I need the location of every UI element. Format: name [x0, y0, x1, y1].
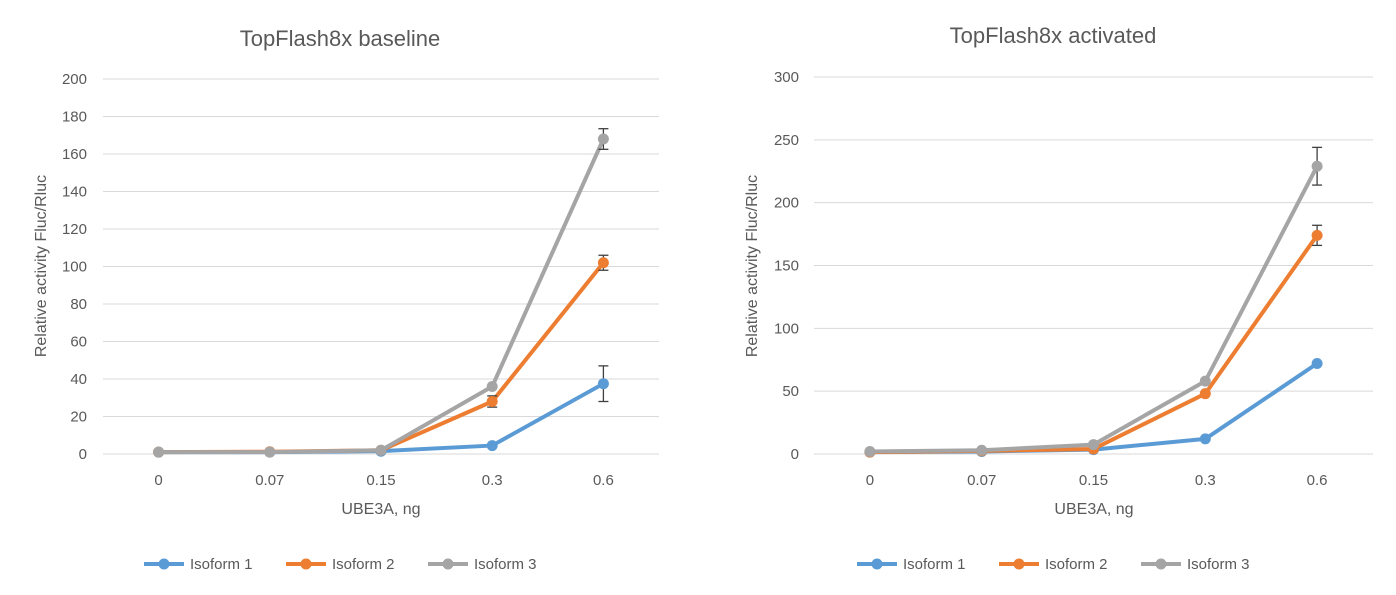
- y-axis-title: Relative activity Fluc/Rluc: [33, 175, 50, 357]
- chart-baseline: TopFlash8x baseline UBE3A, ng Relative a…: [33, 26, 659, 573]
- data-point: [1199, 433, 1211, 445]
- data-point: [1088, 439, 1099, 451]
- x-tick-label: 0.15: [366, 472, 395, 489]
- x-tick-label: 0.6: [593, 472, 614, 489]
- data-point: [153, 446, 165, 458]
- x-tick-labels: 0 0.07 0.15 0.3 0.6: [866, 472, 1328, 489]
- chart-activated: TopFlash8x activated UBE3A, ng Relative …: [744, 23, 1373, 573]
- x-tick-label: 0.6: [1307, 472, 1328, 489]
- legend: Isoform 1 Isoform 2 Isoform 3: [144, 556, 537, 573]
- series-2: [864, 224, 1323, 458]
- series-line: [867, 233, 1320, 455]
- data-point: [597, 257, 609, 269]
- legend-label: Isoform 3: [474, 556, 537, 573]
- y-tick-label: 50: [782, 383, 799, 400]
- gridlines: [103, 78, 659, 455]
- series-lines: [864, 146, 1323, 458]
- x-tick-label: 0.07: [967, 472, 996, 489]
- y-tick-label: 150: [774, 258, 799, 275]
- legend-item: Isoform 3: [428, 556, 537, 573]
- data-point: [1311, 358, 1323, 370]
- x-axis-title: UBE3A, ng: [341, 501, 420, 518]
- data-point: [375, 444, 387, 456]
- y-tick-label: 80: [70, 296, 87, 313]
- data-point: [597, 133, 609, 145]
- legend-label: Isoform 2: [332, 556, 395, 573]
- legend-item: Isoform 1: [144, 556, 253, 573]
- data-point: [1199, 388, 1211, 400]
- chart-title: TopFlash8x baseline: [240, 26, 441, 51]
- x-tick-label: 0: [866, 472, 874, 489]
- y-tick-label: 0: [79, 446, 87, 463]
- y-tick-label: 200: [774, 195, 799, 212]
- series-line: [156, 381, 606, 455]
- series-line: [867, 361, 1320, 455]
- y-tick-label: 120: [62, 221, 87, 238]
- x-tick-labels: 0 0.07 0.15 0.3 0.6: [154, 472, 613, 489]
- chart-title: TopFlash8x activated: [950, 23, 1157, 48]
- y-tick-label: 200: [62, 71, 87, 88]
- y-tick-label: 0: [791, 446, 799, 463]
- y-tick-label: 250: [774, 132, 799, 149]
- legend-label: Isoform 3: [1187, 556, 1250, 573]
- x-axis-title: UBE3A, ng: [1054, 501, 1133, 518]
- y-tick-labels: 0 50 100 150 200 250 300: [774, 69, 799, 463]
- y-tick-label: 140: [62, 184, 87, 201]
- series-1: [153, 365, 609, 458]
- series-line: [156, 137, 606, 455]
- y-tick-label: 160: [62, 146, 87, 163]
- legend-item: Isoform 3: [1141, 556, 1250, 573]
- legend-item: Isoform 2: [999, 556, 1108, 573]
- data-point: [864, 445, 876, 457]
- series-3: [864, 146, 1323, 457]
- data-point: [1311, 229, 1323, 241]
- gridlines: [814, 76, 1373, 455]
- legend-item: Isoform 2: [286, 556, 395, 573]
- x-tick-label: 0.3: [1195, 472, 1216, 489]
- y-axis-title: Relative activity Fluc/Rluc: [744, 175, 761, 357]
- legend-label: Isoform 1: [903, 556, 966, 573]
- legend-label: Isoform 2: [1045, 556, 1108, 573]
- y-tick-label: 180: [62, 109, 87, 126]
- y-tick-label: 40: [70, 371, 87, 388]
- y-tick-label: 100: [774, 320, 799, 337]
- legend-marker: [158, 558, 170, 570]
- y-tick-label: 20: [70, 409, 87, 426]
- data-point: [486, 440, 498, 452]
- data-point: [597, 378, 609, 390]
- series-2: [153, 254, 609, 458]
- data-point: [486, 396, 498, 407]
- data-point: [1199, 375, 1211, 387]
- series-lines: [153, 128, 609, 458]
- y-tick-label: 60: [70, 334, 87, 351]
- y-tick-label: 300: [774, 69, 799, 86]
- legend: Isoform 1 Isoform 2 Isoform 3: [857, 556, 1250, 573]
- x-tick-label: 0.15: [1079, 472, 1108, 489]
- legend-marker: [300, 558, 312, 570]
- legend-marker: [1013, 558, 1025, 570]
- data-point: [1311, 160, 1323, 172]
- legend-item: Isoform 1: [857, 556, 966, 573]
- data-point: [264, 446, 276, 458]
- series-3: [153, 128, 609, 458]
- x-tick-label: 0: [154, 472, 162, 489]
- legend-label: Isoform 1: [190, 556, 253, 573]
- data-point: [976, 444, 988, 456]
- legend-marker: [871, 558, 883, 570]
- legend-marker: [442, 558, 454, 570]
- x-tick-label: 0.3: [482, 472, 503, 489]
- y-tick-label: 100: [62, 259, 87, 276]
- x-tick-label: 0.07: [255, 472, 284, 489]
- y-tick-labels: 0 20 40 60 80 100 120 140 160 180 200: [62, 71, 87, 463]
- legend-marker: [1155, 558, 1167, 570]
- data-point: [486, 381, 498, 392]
